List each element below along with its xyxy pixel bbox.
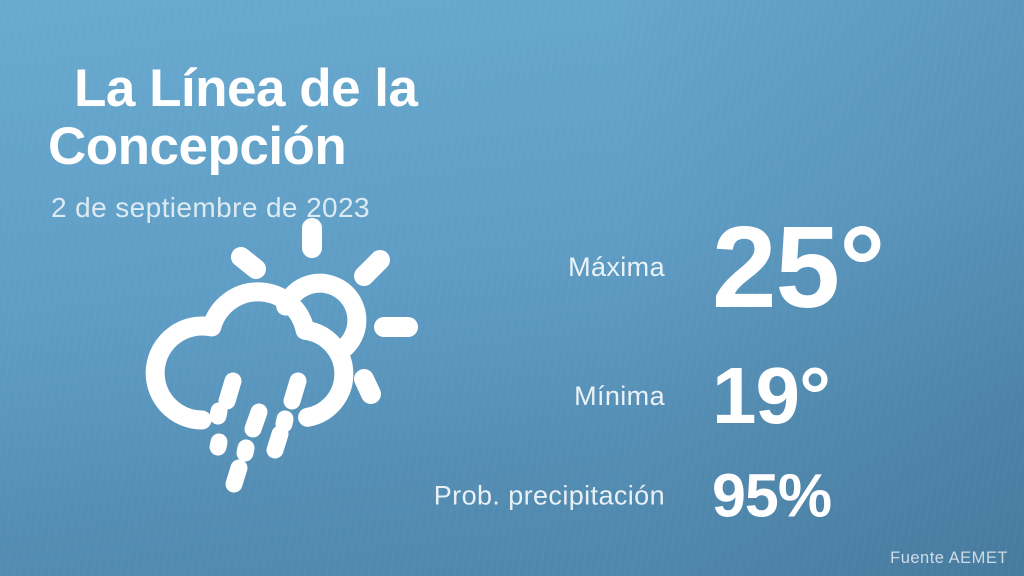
maxima-label: Máxima bbox=[568, 251, 665, 282]
minima-value: 19° bbox=[712, 351, 831, 440]
minima-label: Mínima bbox=[574, 380, 665, 411]
cloud-sun-rain-icon bbox=[140, 215, 440, 515]
sun-circle-icon bbox=[276, 273, 367, 359]
location-title: La Línea de la Concepción bbox=[48, 59, 418, 177]
metric-row-maxima: Máxima 25° bbox=[305, 209, 985, 325]
sun-rays-icon bbox=[231, 218, 418, 404]
weather-icon-svg bbox=[145, 218, 418, 493]
source-attribution: Fuente AEMET bbox=[890, 549, 1008, 567]
raindrops-icon bbox=[209, 372, 307, 493]
precipitation-label: Prob. precipitación bbox=[433, 480, 665, 511]
metric-row-precipitation: Prob. precipitación 95% bbox=[305, 461, 985, 530]
metric-row-minima: Mínima 19° bbox=[305, 356, 985, 436]
date-label: 2 de septiembre de 2023 bbox=[51, 192, 370, 223]
precipitation-value: 95% bbox=[712, 461, 832, 530]
cloud-icon bbox=[145, 282, 354, 430]
maxima-value: 25° bbox=[712, 202, 885, 332]
